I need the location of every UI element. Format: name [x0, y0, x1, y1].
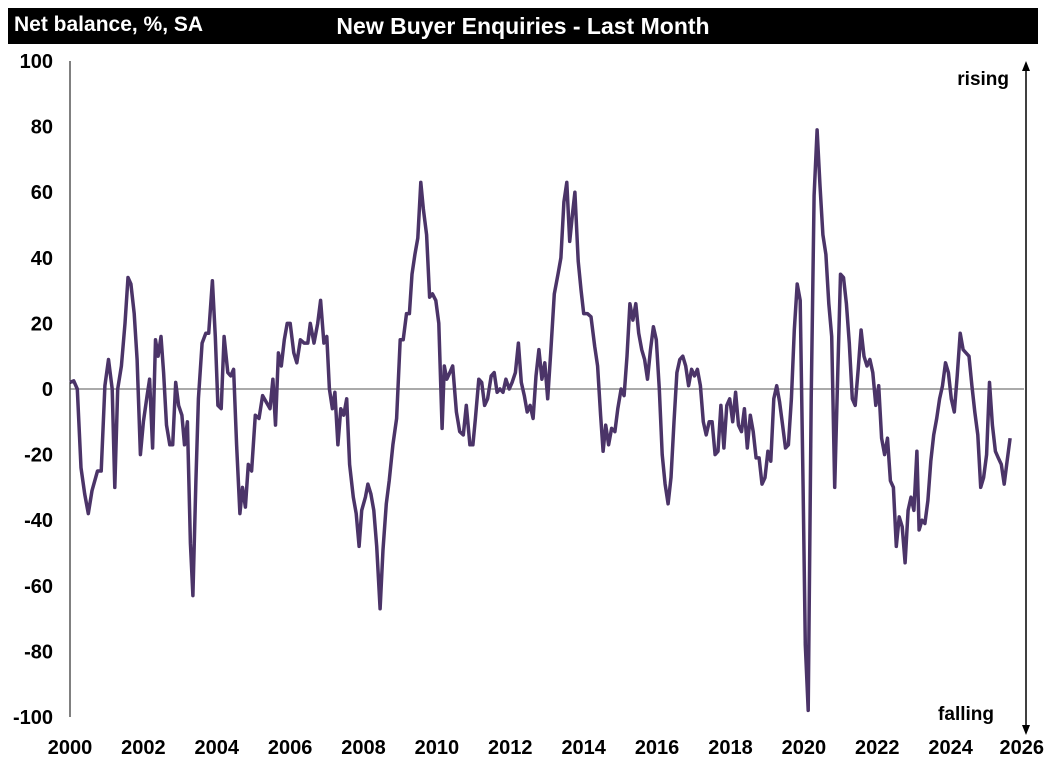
annotation-rising: rising	[957, 69, 1009, 90]
x-tick-label: 2024	[928, 737, 973, 759]
y-tick-label: -60	[24, 576, 53, 598]
annotation-falling: falling	[938, 704, 994, 725]
x-tick-labels: 2000 2002 2004 2006 2008 2010 2012 2014 2016 2018…	[48, 737, 1044, 759]
y-tick-label: -100	[13, 707, 53, 729]
series-group	[69, 128, 1012, 713]
x-tick-label: 2012	[488, 737, 533, 759]
x-tick-label: 2002	[121, 737, 166, 759]
y-tick-label: -80	[24, 641, 53, 663]
y-tick-label: -40	[24, 510, 53, 532]
chart-title: New Buyer Enquiries - Last Month	[336, 13, 710, 39]
x-tick-label: 2020	[782, 737, 827, 759]
y-tick-label: 20	[31, 313, 53, 335]
x-tick-label: 2004	[195, 737, 240, 759]
y-tick-label: 80	[31, 117, 53, 139]
arrow-down-head	[1022, 725, 1030, 735]
y-tick-label: -20	[24, 445, 53, 467]
y-tick-label: 0	[42, 379, 53, 401]
y-tick-label: 40	[31, 248, 53, 270]
y-tick-label: 100	[20, 51, 53, 73]
axes	[69, 61, 1030, 735]
title-bar: Net balance, %, SA New Buyer Enquiries -…	[8, 8, 1038, 44]
x-tick-label: 2014	[561, 737, 606, 759]
x-tick-label: 2006	[268, 737, 313, 759]
series-line	[69, 128, 1012, 713]
x-tick-label: 2010	[415, 737, 460, 759]
x-tick-label: 2022	[855, 737, 900, 759]
x-tick-label: 2026	[1000, 737, 1045, 759]
x-tick-label: 2018	[708, 737, 753, 759]
annotations: rising falling	[938, 69, 1009, 725]
y-tick-labels: 100 80 60 40 20 0 -20 -40 -60 -80 -100	[13, 51, 53, 729]
arrow-up-head	[1022, 61, 1030, 71]
x-tick-label: 2016	[635, 737, 680, 759]
y-axis-label: Net balance, %, SA	[14, 13, 204, 36]
y-tick-label: 60	[31, 182, 53, 204]
x-tick-label: 2000	[48, 737, 93, 759]
x-tick-label: 2008	[341, 737, 386, 759]
